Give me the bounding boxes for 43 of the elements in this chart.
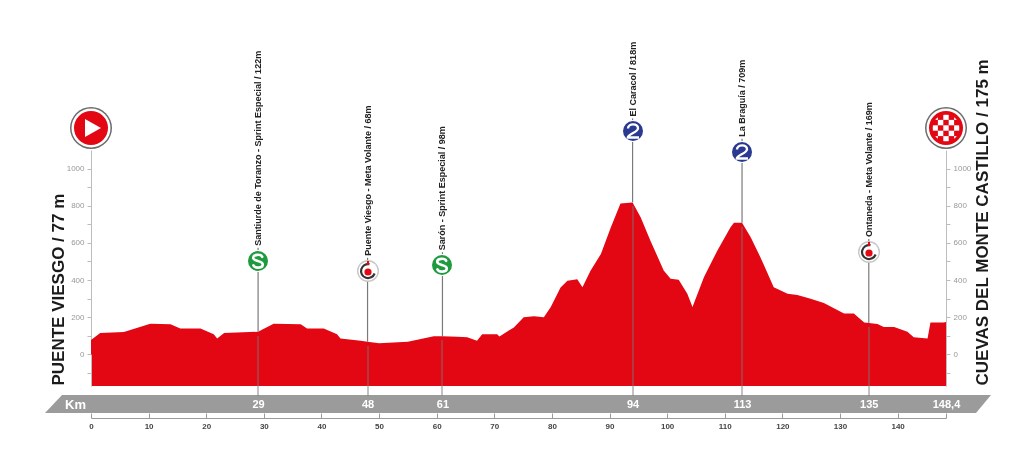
y2-axis-title: CUEVAS DEL MONTE CASTILLO / 175 m: [972, 59, 992, 386]
x-tick-label: 40: [317, 421, 327, 431]
x2-tick-label: 61: [436, 397, 450, 410]
x-tick-label: 30: [259, 421, 270, 431]
x-tick-label: 90: [605, 421, 616, 431]
y-tick-label: 400: [71, 275, 86, 285]
y-tick-label: 0: [80, 349, 86, 359]
y-axis-title: PUENTE VIESGO / 77 m: [48, 193, 68, 386]
x2-axis-title: Km: [65, 396, 86, 412]
x-tick-label: 100: [660, 421, 675, 431]
y2-tick-label: 800: [953, 201, 968, 211]
x-tick-label: 110: [718, 421, 733, 431]
y-tick-label: 600: [71, 238, 86, 248]
y2-tick-label: 600: [953, 238, 968, 248]
x-tick-label: 60: [432, 421, 443, 431]
annotation: El Caracol / 818m: [627, 41, 638, 117]
x2-tick-label: 113: [733, 397, 752, 410]
x-tick-label: 10: [144, 421, 155, 431]
annotation: Puente Viesgo - Meta Volante / 68m: [362, 105, 373, 256]
x-tick-label: 140: [891, 421, 906, 431]
y-tick-label: 1000: [66, 164, 86, 174]
x2-tick-label: 29: [252, 397, 265, 410]
x2-tick-label: 48: [361, 397, 375, 410]
annotation: Ontaneda - Meta Volante / 169m: [863, 102, 874, 237]
y2-tick-label: 200: [953, 312, 968, 322]
y2-tick-label: 0: [953, 349, 959, 359]
x-tick-label: 50: [375, 421, 385, 431]
x-tick-label: 130: [833, 421, 848, 431]
x-tick-label: 70: [490, 421, 500, 431]
x-tick-label: 80: [547, 421, 558, 431]
annotation: La Braguía / 709m: [737, 59, 748, 137]
y-tick-label: 200: [71, 312, 86, 322]
y2-tick-label: 400: [953, 275, 968, 285]
annotation: Santiurde de Toranzo - Sprint Especial / 122m: [253, 50, 264, 246]
annotation: Sarón - Sprint Especial / 98m: [437, 126, 448, 251]
x2-tick-label: 148,4: [932, 397, 962, 410]
y-tick-label: 800: [71, 201, 86, 211]
x-tick-label: 120: [776, 421, 791, 431]
y2-tick-label: 1000: [953, 164, 972, 174]
x2-tick-label: 94: [626, 397, 641, 410]
x-tick-label: 20: [202, 421, 212, 431]
x-tick-label: 0: [89, 421, 95, 431]
x2-tick-label: 135: [860, 397, 879, 410]
